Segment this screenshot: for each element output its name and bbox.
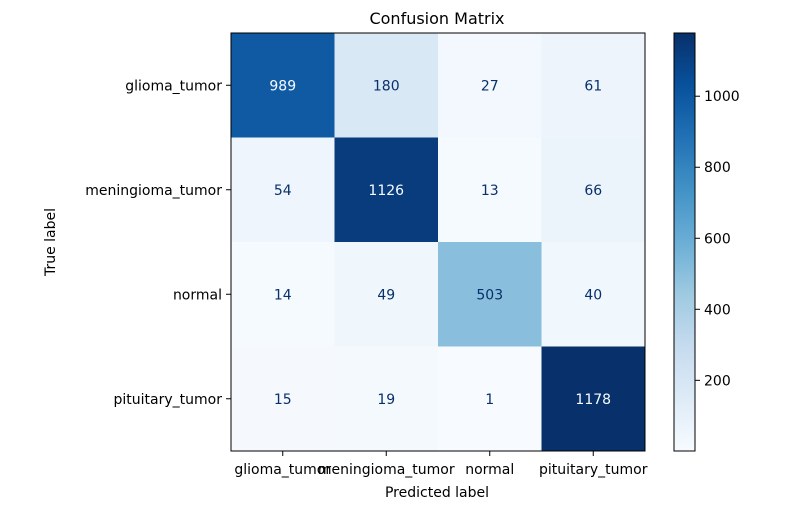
cell-value-label: 1178 (575, 392, 611, 408)
cell-value-label: 40 (584, 287, 602, 303)
y-tick-label: meningioma_tumor (85, 183, 222, 199)
cell-value-label: 54 (274, 183, 292, 199)
cell-value-label: 1 (485, 392, 494, 408)
chart-title: Confusion Matrix (369, 9, 504, 28)
heatmap-cell (438, 137, 542, 243)
plot-frame (230, 32, 646, 452)
cell-value-label: 27 (481, 78, 499, 94)
y-tick-label: normal (173, 287, 222, 303)
x-tick-label: pituitary_tumor (539, 462, 648, 478)
heatmap-cells (231, 33, 646, 452)
colorbar-tick-label: 200 (704, 373, 731, 389)
heatmap-cell-labels: 989 180 27 61 54 1126 13 66 14 49 503 40 15 19 1 1178 (269, 78, 611, 408)
x-tick-label: normal (465, 462, 514, 478)
colorbar-tick-label: 600 (704, 231, 731, 247)
colorbar-tick-label: 800 (704, 160, 731, 176)
colorbar-tick-label: 1000 (704, 89, 740, 105)
cell-value-label: 13 (481, 183, 499, 199)
colorbar-ticks: 200 400 600 800 1000 (695, 89, 740, 389)
heatmap-cell (231, 33, 335, 138)
cell-value-label: 49 (377, 287, 395, 303)
x-axis-label: Predicted label (385, 485, 489, 501)
heatmap-cell (438, 242, 542, 347)
cell-value-label: 989 (269, 78, 296, 94)
heatmap-cell (334, 346, 439, 452)
cell-value-label: 61 (584, 78, 602, 94)
colorbar-tick-label: 400 (704, 302, 731, 318)
cell-value-label: 180 (373, 78, 400, 94)
cell-value-label: 19 (377, 392, 395, 408)
colorbar (673, 32, 696, 452)
heatmap-cell (541, 33, 646, 138)
heatmap-cell (541, 137, 646, 243)
heatmap-cell (334, 242, 439, 347)
heatmap-cell (334, 137, 439, 243)
heatmap-cell (541, 346, 646, 452)
y-tick-label: pituitary_tumor (114, 392, 223, 408)
heatmap-cell (438, 33, 542, 138)
heatmap-cell (438, 346, 542, 452)
y-tick-label: glioma_tumor (125, 78, 222, 94)
heatmap-cell (231, 137, 335, 243)
heatmap-cell (231, 346, 335, 452)
x-tick-label: glioma_tumor (234, 462, 331, 478)
x-tick-label: meningioma_tumor (318, 462, 455, 478)
cell-value-label: 14 (274, 287, 292, 303)
cell-value-label: 66 (584, 183, 602, 199)
heatmap-cell (231, 242, 335, 347)
cell-value-label: 15 (274, 392, 292, 408)
cell-value-label: 1126 (368, 183, 404, 199)
heatmap-cell (334, 33, 439, 138)
heatmap-cell (541, 242, 646, 347)
y-axis-label: True label (43, 208, 59, 277)
cell-value-label: 503 (476, 287, 503, 303)
